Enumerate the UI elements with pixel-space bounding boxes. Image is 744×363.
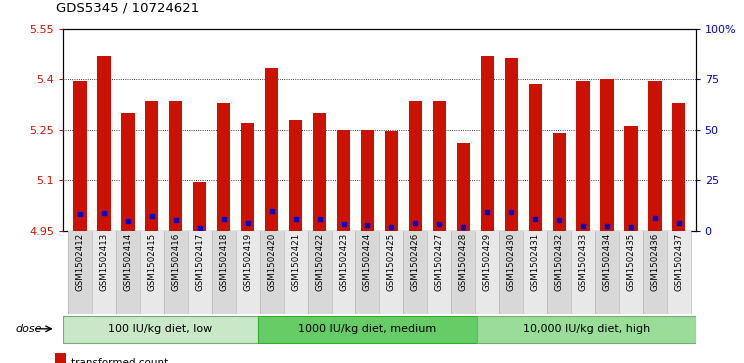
Text: GSM1502430: GSM1502430 xyxy=(507,233,516,291)
Text: GSM1502416: GSM1502416 xyxy=(171,233,180,291)
Bar xyxy=(68,231,92,314)
Bar xyxy=(452,231,475,314)
Bar xyxy=(121,113,135,231)
Bar xyxy=(553,133,565,231)
Bar xyxy=(63,315,258,343)
Text: GSM1502431: GSM1502431 xyxy=(530,233,539,291)
Bar xyxy=(92,231,116,314)
Bar xyxy=(140,231,164,314)
Bar xyxy=(648,81,661,231)
Bar xyxy=(595,231,619,314)
Bar xyxy=(475,231,499,314)
Bar xyxy=(624,126,638,231)
Bar xyxy=(236,231,260,314)
Text: GSM1502427: GSM1502427 xyxy=(434,233,444,291)
Bar xyxy=(258,315,477,343)
Bar xyxy=(337,130,350,231)
Text: GSM1502435: GSM1502435 xyxy=(626,233,635,291)
Bar xyxy=(499,231,523,314)
Bar xyxy=(504,58,518,231)
Bar xyxy=(481,56,494,231)
Bar xyxy=(619,231,643,314)
Bar xyxy=(307,231,332,314)
Bar xyxy=(265,68,278,231)
Text: dose: dose xyxy=(16,324,42,334)
Text: transformed count: transformed count xyxy=(71,358,168,363)
Text: GSM1502432: GSM1502432 xyxy=(554,233,564,291)
Bar xyxy=(74,81,86,231)
Bar xyxy=(385,131,398,231)
Bar xyxy=(667,231,691,314)
Bar xyxy=(528,85,542,231)
Bar xyxy=(408,101,422,231)
Bar xyxy=(97,56,111,231)
Bar xyxy=(673,103,685,231)
Text: 100 IU/kg diet, low: 100 IU/kg diet, low xyxy=(109,324,213,334)
Text: GSM1502434: GSM1502434 xyxy=(603,233,612,291)
Bar xyxy=(145,101,158,231)
Bar xyxy=(289,120,302,231)
Bar xyxy=(313,113,326,231)
Bar xyxy=(457,143,470,231)
Text: GSM1502415: GSM1502415 xyxy=(147,233,156,291)
Text: GSM1502426: GSM1502426 xyxy=(411,233,420,291)
Text: GSM1502413: GSM1502413 xyxy=(100,233,109,291)
Bar xyxy=(577,81,590,231)
Text: GSM1502422: GSM1502422 xyxy=(315,233,324,291)
Text: GSM1502417: GSM1502417 xyxy=(195,233,205,291)
Bar xyxy=(427,231,452,314)
Text: GSM1502419: GSM1502419 xyxy=(243,233,252,291)
Text: GSM1502423: GSM1502423 xyxy=(339,233,348,291)
Bar xyxy=(379,231,403,314)
Bar xyxy=(643,231,667,314)
Bar xyxy=(600,79,614,231)
Bar xyxy=(547,231,571,314)
Text: GSM1502412: GSM1502412 xyxy=(75,233,85,291)
Bar xyxy=(260,231,283,314)
Bar xyxy=(356,231,379,314)
Text: 10,000 IU/kg diet, high: 10,000 IU/kg diet, high xyxy=(522,324,650,334)
Text: GSM1502433: GSM1502433 xyxy=(579,233,588,291)
Bar xyxy=(403,231,427,314)
Bar xyxy=(571,231,595,314)
Bar xyxy=(217,103,231,231)
Bar xyxy=(212,231,236,314)
Bar xyxy=(55,353,66,363)
Bar xyxy=(433,101,446,231)
Bar xyxy=(477,315,696,343)
Text: GSM1502418: GSM1502418 xyxy=(219,233,228,291)
Bar xyxy=(187,231,212,314)
Bar xyxy=(193,183,206,231)
Bar xyxy=(164,231,187,314)
Text: GSM1502437: GSM1502437 xyxy=(674,233,684,291)
Text: GSM1502414: GSM1502414 xyxy=(124,233,132,291)
Bar xyxy=(523,231,547,314)
Text: GDS5345 / 10724621: GDS5345 / 10724621 xyxy=(56,1,199,15)
Text: GSM1502429: GSM1502429 xyxy=(483,233,492,291)
Text: GSM1502436: GSM1502436 xyxy=(650,233,659,291)
Bar xyxy=(169,101,182,231)
Bar xyxy=(241,123,254,231)
Bar xyxy=(116,231,140,314)
Bar xyxy=(332,231,356,314)
Text: GSM1502421: GSM1502421 xyxy=(291,233,300,291)
Text: GSM1502420: GSM1502420 xyxy=(267,233,276,291)
Text: 1000 IU/kg diet, medium: 1000 IU/kg diet, medium xyxy=(298,324,437,334)
Bar xyxy=(283,231,307,314)
Text: GSM1502425: GSM1502425 xyxy=(387,233,396,291)
Text: GSM1502424: GSM1502424 xyxy=(363,233,372,291)
Text: GSM1502428: GSM1502428 xyxy=(459,233,468,291)
Bar xyxy=(361,130,374,231)
